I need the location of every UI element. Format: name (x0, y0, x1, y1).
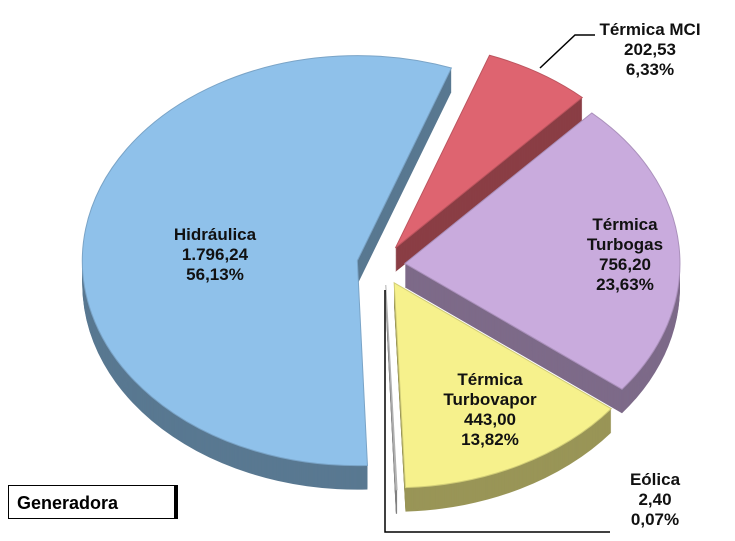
annotation: Generadora (8, 485, 178, 519)
leader-line (384, 290, 610, 533)
category-label: Eólica (629, 470, 681, 489)
slice-label: Térmica MCI 202,53 6,33% (580, 20, 720, 80)
slice-label: Térmica Turbovapor 443,00 13,82% (435, 370, 545, 450)
slice-label: Térmica Turbogas 756,20 23,63% (570, 215, 680, 295)
amount-label: 202,53 (624, 40, 676, 59)
value-label: 0,07% (630, 510, 680, 529)
value-label: 13,82% (461, 430, 519, 449)
leader-line (539, 34, 595, 69)
amount-label: 756,20 (599, 255, 651, 274)
amount-label: 443,00 (464, 410, 516, 429)
slice (404, 112, 681, 390)
amount-label: 2,40 (638, 490, 672, 509)
value-label: 56,13% (186, 265, 244, 284)
slice (81, 55, 453, 467)
category-label: Térmica Turbogas (586, 215, 664, 254)
category-label: Hidráulica (173, 225, 257, 244)
slice-label: Hidráulica 1.796,24 56,13% (155, 225, 275, 285)
value-label: 23,63% (596, 275, 654, 294)
category-label: Térmica MCI (599, 20, 701, 39)
slice-label: Eólica 2,40 0,07% (610, 470, 700, 530)
slice (385, 284, 398, 491)
amount-label: 1.796,24 (181, 245, 249, 264)
category-label: Térmica Turbovapor (443, 370, 537, 409)
slice (394, 54, 584, 249)
slice (393, 281, 613, 489)
value-label: 6,33% (625, 60, 675, 79)
